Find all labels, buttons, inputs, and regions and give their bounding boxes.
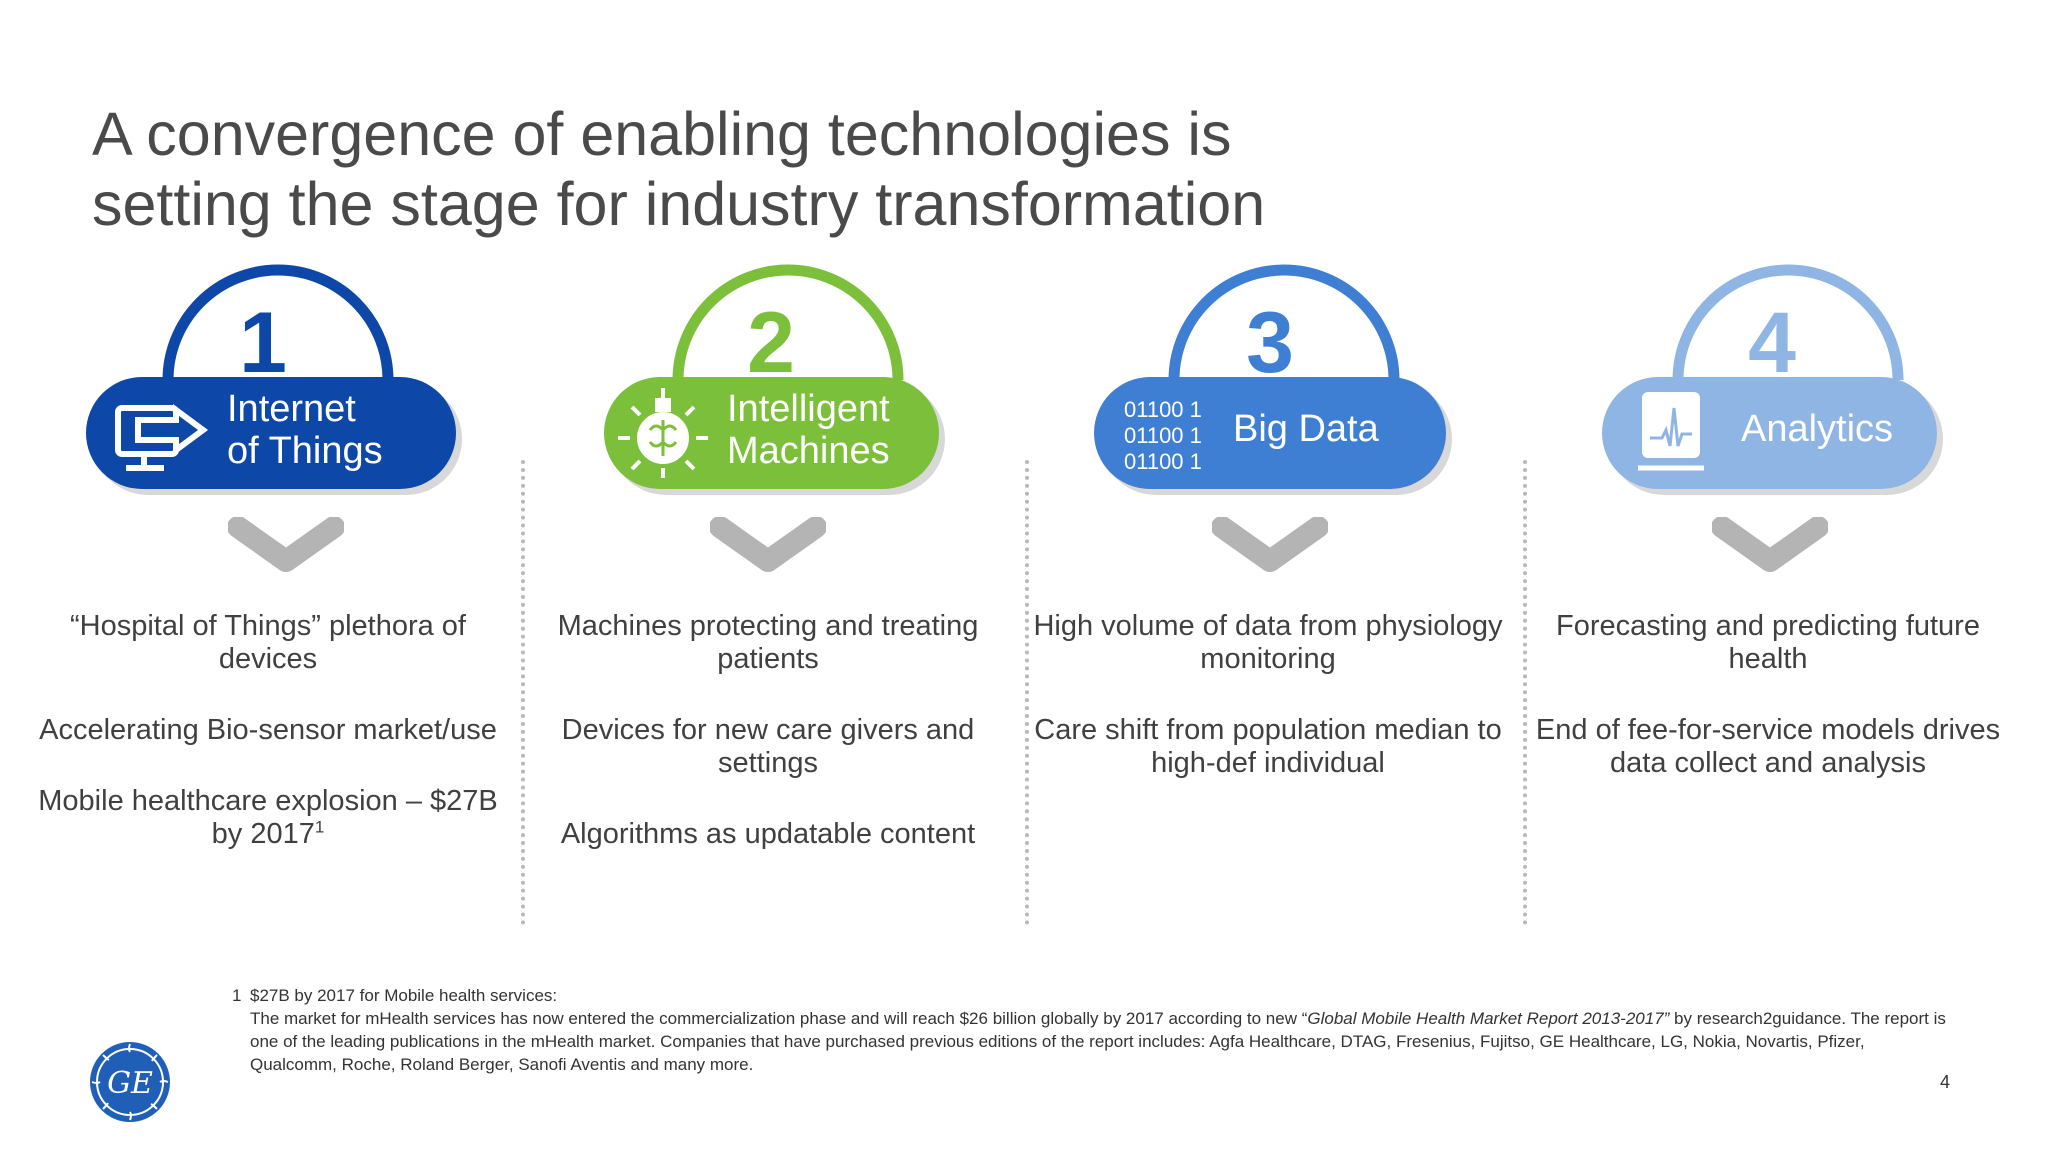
bullet-text: “Hospital of Things” plethora of devices xyxy=(69,610,466,675)
monitor-arrow-icon xyxy=(115,404,209,471)
bullet-text: Devices for new care givers and settings xyxy=(561,714,975,779)
bullet-text: Mobile healthcare explosion – $27B by 20… xyxy=(38,785,498,850)
svg-text:GE: GE xyxy=(107,1066,153,1101)
svg-text:01100 1: 01100 1 xyxy=(1124,397,1202,422)
chevron-down-icon xyxy=(710,517,826,572)
footnote-body: The market for mHealth services has now … xyxy=(250,1009,1946,1074)
pillar-3-label: Big Data xyxy=(1233,408,1379,450)
footnote-heading: $27B by 2017 for Mobile health services: xyxy=(250,986,558,1005)
pillar-2-bullets: Machines protecting and treating patient… xyxy=(528,610,1008,889)
chevron-down-icon xyxy=(1712,517,1828,572)
pillar-2-badge: 2 xyxy=(604,264,945,495)
column-divider xyxy=(1523,460,1527,925)
bullet-text: Accelerating Bio-sensor market/use xyxy=(39,714,497,746)
bullet-text: Forecasting and predicting future health xyxy=(1556,610,1980,675)
bullet-text: Machines protecting and treating patient… xyxy=(557,610,979,675)
report-title: Global Mobile Health Market Report 2013-… xyxy=(1307,1009,1670,1028)
lightbulb-brain-icon xyxy=(618,388,708,478)
footnote-marker: 1 xyxy=(314,817,325,837)
bullet-text: End of fee-for-service models drives dat… xyxy=(1535,714,2001,779)
chevron-down-icon xyxy=(228,517,344,572)
bullet-text: High volume of data from physiology moni… xyxy=(1033,610,1503,675)
pillar-3-badge: 3 01100 1 01100 1 01100 1 xyxy=(1094,264,1452,495)
page-number: 4 xyxy=(1940,1072,1951,1092)
pillar-big-data: 3 01100 1 01100 1 01100 1 Big Data High … xyxy=(1018,264,1518,900)
binary-data-icon: 01100 1 01100 1 01100 1 xyxy=(1124,397,1202,474)
pillar-2-label: Intelligent Machines xyxy=(727,388,890,472)
pillar-3-bullets: High volume of data from physiology moni… xyxy=(1028,610,1508,818)
ge-logo: GE xyxy=(90,1042,170,1122)
pillar-2-number: 2 xyxy=(747,295,795,391)
pillar-1-badge: 1 xyxy=(86,264,462,495)
pillar-4-label: Analytics xyxy=(1741,408,1894,450)
pillar-4-number: 4 xyxy=(1748,295,1796,391)
pillar-internet-of-things: 1 Internet of Things “Hospital of Things… xyxy=(18,264,518,900)
pillar-analytics: 4 Analytics Forecasting and predicting f… xyxy=(1518,264,2018,900)
pulse-chart-icon xyxy=(1638,392,1704,471)
slide-title-line-2: setting the stage for industry transform… xyxy=(92,169,1266,238)
slide-title-line-1: A convergence of enabling technologies i… xyxy=(92,99,1232,168)
slide-title: A convergence of enabling technologies i… xyxy=(92,99,1692,239)
pillar-4-bullets: Forecasting and predicting future health… xyxy=(1528,610,2008,818)
bullet-text: Algorithms as updatable content xyxy=(560,818,976,850)
column-divider xyxy=(521,460,525,925)
pillar-1-bullets: “Hospital of Things” plethora of devices… xyxy=(28,610,508,889)
column-divider xyxy=(1025,460,1029,925)
svg-text:01100 1: 01100 1 xyxy=(1124,449,1202,474)
pillar-3-number: 3 xyxy=(1246,295,1294,391)
bullet-text: Care shift from population median to hig… xyxy=(1034,714,1502,779)
pillar-1-number: 1 xyxy=(239,295,287,391)
pillar-1-label: Internet of Things xyxy=(227,388,383,472)
pillar-4-badge: 4 xyxy=(1602,264,1943,495)
chevron-down-icon xyxy=(1212,517,1328,572)
pillar-intelligent-machines: 2 Intelligent Machines Machines protecti… xyxy=(518,264,1018,900)
footnote-number: 1 xyxy=(232,986,242,1005)
svg-text:01100 1: 01100 1 xyxy=(1124,423,1202,448)
